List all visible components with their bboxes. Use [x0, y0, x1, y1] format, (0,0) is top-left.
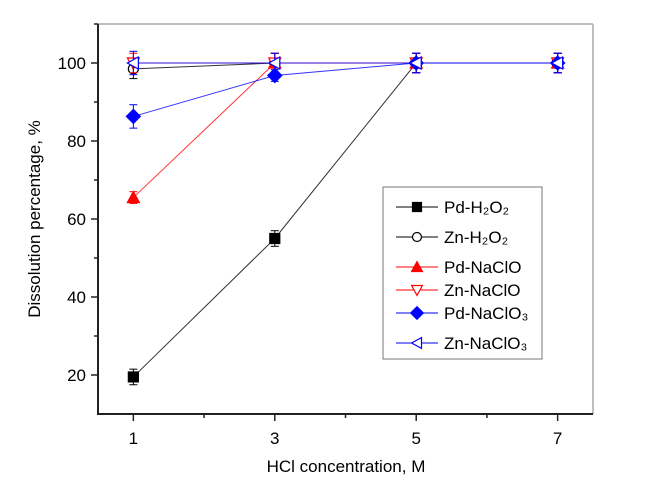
series-line	[133, 62, 558, 198]
legend-label: Pd-NaClO	[444, 258, 521, 277]
marker-square	[127, 371, 139, 383]
legend-label: Pd-H₂O₂	[444, 198, 509, 217]
marker-triangle-up	[126, 190, 141, 204]
marker-diamond	[266, 67, 283, 84]
marker-circle	[411, 231, 423, 243]
legend-label: Zn-NaClO	[444, 281, 521, 300]
legend-label: Zn-H₂O₂	[444, 228, 508, 247]
series-2	[126, 52, 565, 204]
plot-area: 1 3 5 7 20 40 60 80 100	[58, 23, 594, 448]
legend-item: Pd-NaClO₃	[396, 304, 528, 323]
marker-square	[411, 201, 423, 213]
x-tick-label: 3	[270, 429, 279, 448]
y-tick-label: 60	[67, 210, 86, 229]
series-4	[125, 52, 566, 129]
marker-square	[269, 232, 281, 245]
legend-item: Zn-NaClO	[396, 281, 521, 300]
marker-triangle-left	[550, 55, 564, 71]
legend-item: Pd-NaClO	[396, 258, 521, 277]
legend-label: Pd-NaClO₃	[444, 304, 528, 323]
marker-diamond	[409, 305, 425, 321]
legend-item: Zn-H₂O₂	[396, 228, 508, 247]
legend-box	[382, 186, 543, 360]
x-tick-label: 7	[553, 429, 562, 448]
y-tick-label: 40	[67, 288, 86, 307]
x-axis-label: HCl concentration, M	[267, 457, 426, 476]
marker-diamond	[125, 108, 142, 125]
x-tick-label: 5	[411, 429, 420, 448]
y-tick-label: 80	[67, 132, 86, 151]
legend: Pd-H₂O₂ Zn-H₂O₂ Pd-NaClO Zn-NaClO Pd-NaClO₃ Z…	[382, 186, 543, 360]
legend-item: Pd-H₂O₂	[396, 198, 509, 217]
series-line	[133, 62, 558, 117]
marker-triangle-left	[126, 55, 139, 71]
y-tick-label: 100	[58, 54, 86, 73]
series-line	[133, 62, 558, 70]
marker-triangle-left	[410, 336, 423, 350]
y-tick-label: 20	[67, 366, 86, 385]
series-5	[126, 50, 564, 76]
marker-triangle-left	[408, 55, 422, 71]
x-tick-label: 1	[129, 429, 138, 448]
marker-triangle-left	[267, 55, 281, 71]
series-1	[127, 52, 564, 80]
marker-triangle-down	[410, 284, 424, 297]
legend-item: Zn-NaClO₃	[396, 334, 527, 353]
y-axis-label: Dissolution percentage, %	[25, 120, 44, 318]
legend-label: Zn-NaClO₃	[444, 334, 527, 353]
marker-triangle-up	[410, 260, 424, 273]
